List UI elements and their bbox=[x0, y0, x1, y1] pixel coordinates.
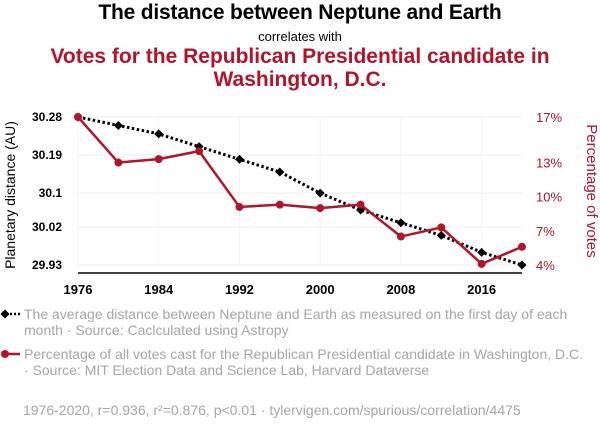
data-point-votes bbox=[316, 204, 325, 213]
data-point-neptune bbox=[477, 247, 487, 257]
chart-title-secondary: Votes for the Republican Presidential ca… bbox=[50, 45, 550, 91]
series-line-votes bbox=[77, 116, 523, 266]
legend-text-votes: Percentage of all votes cast for the Rep… bbox=[24, 346, 584, 378]
data-point-neptune bbox=[517, 260, 527, 270]
y-tick-label-right: 13% bbox=[536, 156, 562, 171]
y-tick-label-left: 30.28 bbox=[32, 110, 62, 124]
data-point-neptune bbox=[275, 167, 285, 177]
chart-svg: 30.28 30.19 30.1 30.02 29.93 17% 13% 10% 7% 4% 197… bbox=[2, 110, 600, 297]
footer-stats: 1976-2020, r=0.936, r²=0.876, p<0.01 · t… bbox=[23, 402, 521, 418]
series-line-neptune bbox=[77, 115, 523, 267]
data-point-neptune bbox=[436, 230, 446, 240]
y-tick-label-left: 30.19 bbox=[32, 148, 62, 162]
y-axis-label-right: Percentage of votes bbox=[583, 124, 600, 257]
y-tick-label-right: 7% bbox=[536, 224, 555, 239]
data-point-neptune bbox=[315, 188, 325, 198]
data-point-votes bbox=[518, 242, 526, 251]
data-point-votes bbox=[195, 147, 204, 156]
x-tick-label: 1976 bbox=[64, 282, 93, 297]
y-tick-label-right: 17% bbox=[536, 110, 562, 125]
x-tick-label: 2016 bbox=[467, 282, 496, 297]
chart-title-connector: correlates with bbox=[258, 29, 342, 44]
legend-text-neptune: The average distance between Neptune and… bbox=[24, 306, 568, 338]
y-tick-label-left: 30.02 bbox=[32, 220, 62, 234]
y-tick-label-left: 29.93 bbox=[32, 258, 62, 272]
y-tick-label-right: 10% bbox=[536, 190, 562, 205]
y-tick-label-right: 4% bbox=[536, 258, 555, 273]
data-point-votes bbox=[396, 232, 405, 241]
data-point-neptune bbox=[154, 129, 164, 139]
x-tick-label: 1992 bbox=[225, 282, 254, 297]
data-point-votes bbox=[235, 202, 244, 211]
data-point-neptune bbox=[396, 218, 406, 228]
data-point-votes bbox=[275, 200, 284, 209]
data-point-votes bbox=[154, 155, 163, 164]
x-tick-label: 2000 bbox=[306, 282, 335, 297]
data-point-neptune bbox=[234, 154, 244, 164]
data-point-votes bbox=[356, 200, 365, 209]
y-axis-label-left: Planetary distance (AU) bbox=[2, 121, 18, 269]
data-point-votes bbox=[477, 259, 486, 268]
x-tick-label: 1984 bbox=[144, 282, 174, 297]
data-point-votes bbox=[74, 113, 82, 121]
legend-marker-line-circle-icon bbox=[1, 350, 20, 358]
legend-marker-dotted-diamond-icon bbox=[0, 309, 20, 319]
data-point-votes bbox=[437, 223, 446, 232]
chart-title-primary: The distance between Neptune and Earth bbox=[98, 1, 502, 24]
data-point-votes bbox=[114, 158, 123, 167]
y-tick-label-left: 30.1 bbox=[39, 186, 63, 200]
x-tick-label: 2008 bbox=[386, 282, 415, 297]
data-point-neptune bbox=[113, 120, 123, 130]
